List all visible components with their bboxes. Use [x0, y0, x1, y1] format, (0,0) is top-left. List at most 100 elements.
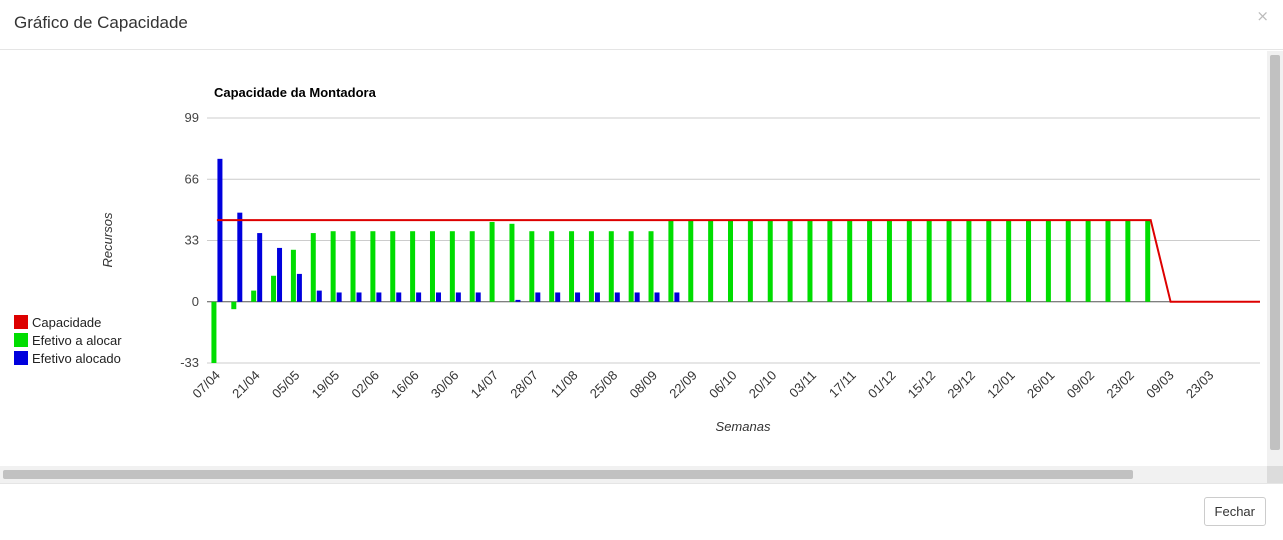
bar-efetivo-alocado: [217, 158, 223, 302]
x-tick-label: 23/02: [1103, 368, 1137, 402]
modal-footer: Fechar: [0, 483, 1283, 540]
horizontal-scrollbar[interactable]: [0, 466, 1267, 483]
legend-item-efetivo-a-alocar: Efetivo a alocar: [14, 331, 122, 349]
y-tick-label: 0: [192, 294, 199, 309]
bar-efetivo-a-alocar: [886, 220, 892, 302]
bar-efetivo-alocado: [475, 292, 481, 302]
x-tick-label: 06/10: [706, 368, 740, 402]
bar-efetivo-a-alocar: [747, 220, 753, 302]
bar-efetivo-alocado: [455, 292, 461, 302]
legend-swatch-efetivo-alocado: [14, 351, 28, 365]
bar-efetivo-a-alocar: [847, 220, 853, 302]
x-tick-label: 28/07: [507, 368, 541, 402]
bar-efetivo-a-alocar: [1045, 220, 1051, 302]
y-tick-label: 99: [185, 110, 199, 125]
chart-area: Capacidade da Montadora -33 0 33 66 99 07/04…: [0, 51, 1267, 466]
legend-label-efetivo-alocado: Efetivo alocado: [32, 350, 121, 366]
bar-efetivo-a-alocar: [350, 231, 356, 302]
bar-efetivo-a-alocar: [489, 221, 495, 302]
legend-label-efetivo-a-alocar: Efetivo a alocar: [32, 332, 122, 348]
bar-efetivo-a-alocar: [787, 220, 793, 302]
bar-efetivo-alocado: [614, 292, 620, 302]
bar-efetivo-a-alocar: [569, 231, 575, 302]
bar-efetivo-a-alocar: [946, 220, 952, 302]
x-tick-label: 22/09: [666, 368, 700, 402]
bar-efetivo-alocado: [416, 292, 422, 302]
x-tick-label: 12/01: [984, 368, 1018, 402]
y-axis-label: Recursos: [100, 212, 115, 267]
bar-efetivo-alocado: [575, 292, 581, 302]
chart-legend: Capacidade Efetivo a alocar Efetivo aloc…: [14, 313, 122, 367]
bar-efetivo-a-alocar: [410, 231, 416, 302]
bar-efetivo-a-alocar: [986, 220, 992, 302]
x-tick-label: 03/11: [786, 368, 819, 401]
bar-efetivo-a-alocar: [807, 220, 813, 302]
close-button[interactable]: Fechar: [1203, 497, 1266, 526]
bar-efetivo-a-alocar: [608, 231, 614, 302]
chart-bars: [211, 158, 1151, 363]
bar-efetivo-a-alocar: [906, 220, 912, 302]
bar-efetivo-alocado: [674, 292, 680, 302]
x-tick-label: 09/03: [1143, 368, 1177, 402]
x-tick-label: 30/06: [428, 368, 462, 402]
modal-title: Gráfico de Capacidade: [14, 13, 188, 32]
x-tick-label: 17/11: [826, 368, 859, 401]
bar-efetivo-alocado: [277, 247, 283, 302]
x-tick-label: 19/05: [309, 368, 343, 402]
x-tick-label: 16/06: [388, 368, 422, 402]
bar-efetivo-a-alocar: [1125, 220, 1131, 302]
bar-efetivo-alocado: [654, 292, 660, 302]
x-tick-label: 11/08: [548, 368, 581, 401]
bar-efetivo-alocado: [594, 292, 600, 302]
close-icon[interactable]: ×: [1256, 7, 1269, 25]
bar-efetivo-a-alocar: [449, 231, 455, 302]
bar-efetivo-a-alocar: [231, 301, 237, 310]
bar-efetivo-a-alocar: [648, 231, 654, 302]
bar-efetivo-alocado: [336, 292, 342, 302]
x-tick-label: 20/10: [746, 368, 780, 402]
legend-swatch-capacidade: [14, 315, 28, 329]
x-tick-label: 01/12: [865, 368, 899, 402]
vertical-scrollbar[interactable]: [1267, 51, 1283, 466]
x-tick-label: 05/05: [269, 368, 303, 402]
x-tick-label: 02/06: [348, 368, 382, 402]
bar-efetivo-alocado: [634, 292, 640, 302]
bar-efetivo-a-alocar: [1006, 220, 1012, 302]
y-tick-label: 66: [185, 171, 199, 186]
bar-efetivo-a-alocar: [1085, 220, 1091, 302]
x-tick-label: 29/12: [944, 368, 978, 402]
bar-efetivo-a-alocar: [588, 231, 594, 302]
bar-efetivo-alocado: [257, 233, 263, 302]
bar-efetivo-alocado: [515, 299, 521, 302]
bar-efetivo-a-alocar: [549, 231, 555, 302]
modal-header: Gráfico de Capacidade ×: [0, 0, 1283, 50]
x-tick-label: 08/09: [627, 368, 661, 402]
bar-efetivo-a-alocar: [1065, 220, 1071, 302]
bar-efetivo-a-alocar: [1026, 220, 1032, 302]
bar-efetivo-a-alocar: [529, 231, 535, 302]
horizontal-scrollbar-thumb[interactable]: [3, 470, 1133, 479]
bar-efetivo-alocado: [376, 292, 382, 302]
bar-efetivo-alocado: [237, 212, 243, 302]
bar-efetivo-a-alocar: [867, 220, 873, 302]
vertical-scrollbar-thumb[interactable]: [1270, 55, 1280, 450]
y-tick-label: -33: [180, 355, 199, 370]
bar-efetivo-a-alocar: [668, 220, 674, 302]
x-tick-label: 21/04: [229, 368, 263, 402]
y-axis-ticks: -33 0 33 66 99: [180, 110, 199, 370]
bar-efetivo-a-alocar: [728, 220, 733, 302]
legend-swatch-efetivo-a-alocar: [14, 333, 28, 347]
bar-efetivo-alocado: [396, 292, 402, 302]
bar-efetivo-a-alocar: [966, 220, 972, 302]
bar-efetivo-a-alocar: [688, 220, 694, 302]
x-axis-ticks: 07/04 21/04 05/05 19/05 02/06 16/06 30/06 14/07…: [189, 368, 1216, 402]
bar-efetivo-a-alocar: [390, 231, 396, 302]
bar-efetivo-a-alocar: [211, 301, 217, 363]
x-tick-label: 14/07: [468, 368, 502, 402]
bar-efetivo-alocado: [356, 292, 362, 302]
legend-item-efetivo-alocado: Efetivo alocado: [14, 349, 122, 367]
bar-efetivo-alocado: [555, 292, 561, 302]
y-tick-label: 33: [185, 233, 199, 248]
line-capacidade: [216, 219, 1260, 303]
bar-efetivo-alocado: [296, 273, 302, 302]
